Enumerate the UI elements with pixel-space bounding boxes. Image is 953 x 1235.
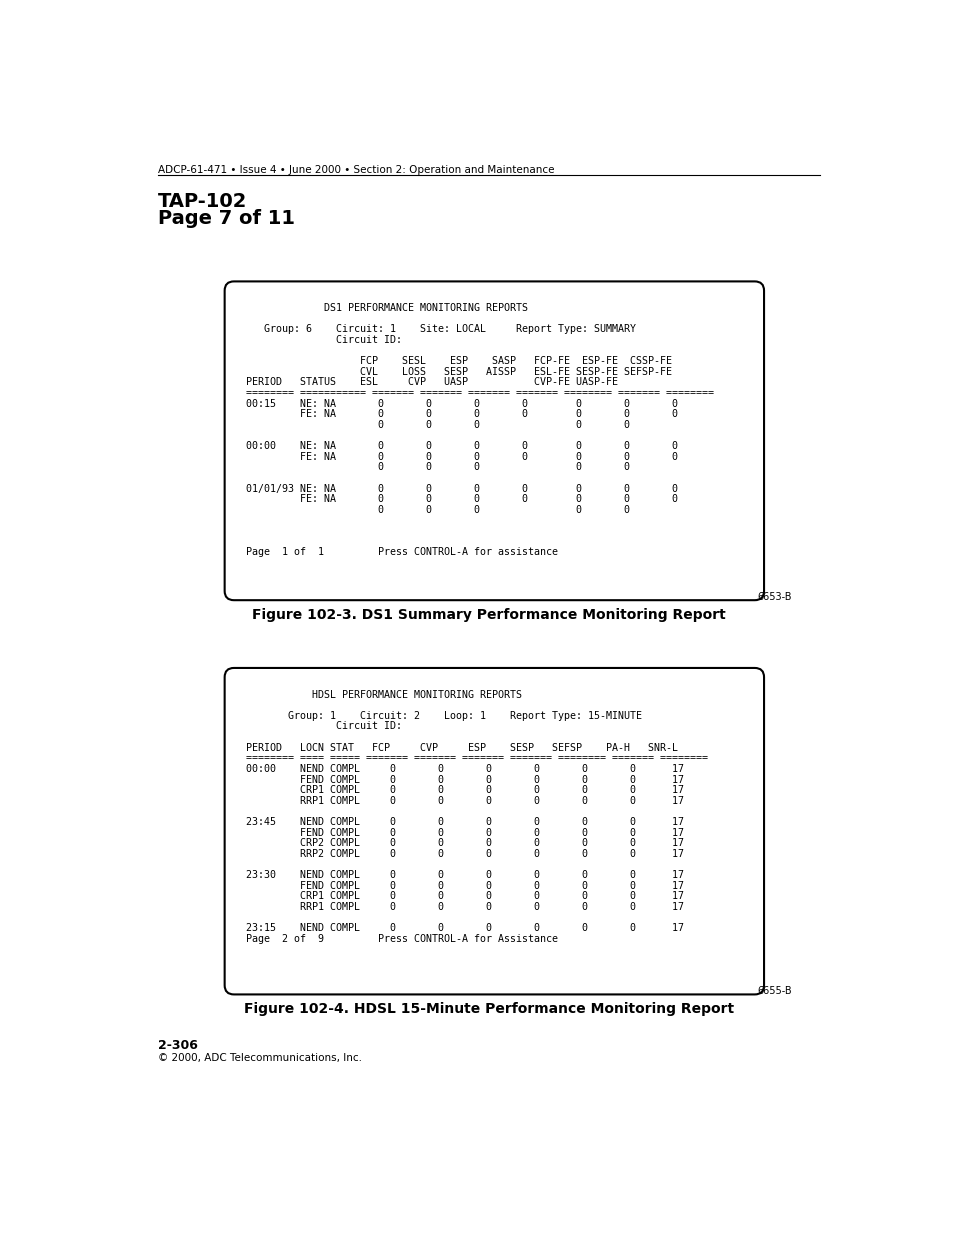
Text: CRP1 COMPL     0       0       0       0       0       0      17: CRP1 COMPL 0 0 0 0 0 0 17 [246,785,683,795]
Text: Group: 1    Circuit: 2    Loop: 1    Report Type: 15-MINUTE: Group: 1 Circuit: 2 Loop: 1 Report Type:… [246,711,641,721]
Text: FE: NA       0       0       0       0        0       0       0: FE: NA 0 0 0 0 0 0 0 [246,452,678,462]
Text: PERIOD   LOCN STAT   FCP     CVP     ESP    SESP   SEFSP    PA-H   SNR-L: PERIOD LOCN STAT FCP CVP ESP SESP SEFSP … [246,742,678,752]
Text: CRP2 COMPL     0       0       0       0       0       0      17: CRP2 COMPL 0 0 0 0 0 0 17 [246,839,683,848]
Text: 01/01/93 NE: NA       0       0       0       0        0       0       0: 01/01/93 NE: NA 0 0 0 0 0 0 0 [246,484,678,494]
Text: FEND COMPL     0       0       0       0       0       0      17: FEND COMPL 0 0 0 0 0 0 17 [246,774,683,784]
FancyBboxPatch shape [224,282,763,600]
Text: ADCP-61-471 • Issue 4 • June 2000 • Section 2: Operation and Maintenance: ADCP-61-471 • Issue 4 • June 2000 • Sect… [158,165,554,175]
Text: FEND COMPL     0       0       0       0       0       0      17: FEND COMPL 0 0 0 0 0 0 17 [246,827,683,837]
Text: 23:45    NEND COMPL     0       0       0       0       0       0      17: 23:45 NEND COMPL 0 0 0 0 0 0 17 [246,818,683,827]
Text: ======== ==== ===== ======= ======= ======= ======= ======== ======= ========: ======== ==== ===== ======= ======= ====… [246,753,708,763]
Text: CVL    LOSS   SESP   AISSP   ESL-FE SESP-FE SEFSP-FE: CVL LOSS SESP AISSP ESL-FE SESP-FE SEFSP… [246,367,672,377]
FancyBboxPatch shape [224,668,763,994]
Text: ======== =========== ======= ======= ======= ======= ======== ======= ========: ======== =========== ======= ======= ===… [246,388,714,398]
Text: Group: 6    Circuit: 1    Site: LOCAL     Report Type: SUMMARY: Group: 6 Circuit: 1 Site: LOCAL Report T… [246,325,636,335]
Text: RRP1 COMPL     0       0       0       0       0       0      17: RRP1 COMPL 0 0 0 0 0 0 17 [246,902,683,911]
Text: Circuit ID:: Circuit ID: [246,335,402,345]
Text: FE: NA       0       0       0       0        0       0       0: FE: NA 0 0 0 0 0 0 0 [246,494,678,504]
Text: 0       0       0                0       0: 0 0 0 0 0 [246,505,630,515]
Text: Circuit ID:: Circuit ID: [246,721,402,731]
Text: 0       0       0                0       0: 0 0 0 0 0 [246,462,630,472]
Text: 00:15    NE: NA       0       0       0       0        0       0       0: 00:15 NE: NA 0 0 0 0 0 0 0 [246,399,678,409]
Text: RRP2 COMPL     0       0       0       0       0       0      17: RRP2 COMPL 0 0 0 0 0 0 17 [246,848,683,858]
Text: 00:00    NEND COMPL     0       0       0       0       0       0      17: 00:00 NEND COMPL 0 0 0 0 0 0 17 [246,764,683,774]
Text: 23:30    NEND COMPL     0       0       0       0       0       0      17: 23:30 NEND COMPL 0 0 0 0 0 0 17 [246,871,683,881]
Text: FEND COMPL     0       0       0       0       0       0      17: FEND COMPL 0 0 0 0 0 0 17 [246,881,683,890]
Text: RRP1 COMPL     0       0       0       0       0       0      17: RRP1 COMPL 0 0 0 0 0 0 17 [246,795,683,805]
Text: CRP1 COMPL     0       0       0       0       0       0      17: CRP1 COMPL 0 0 0 0 0 0 17 [246,892,683,902]
Text: Page  1 of  1         Press CONTROL-A for assistance: Page 1 of 1 Press CONTROL-A for assistan… [246,547,558,557]
Text: 0       0       0                0       0: 0 0 0 0 0 [246,420,630,430]
Text: 2-306: 2-306 [158,1039,197,1052]
Text: TAP-102: TAP-102 [158,193,247,211]
Text: HDSL PERFORMANCE MONITORING REPORTS: HDSL PERFORMANCE MONITORING REPORTS [246,689,522,699]
Text: FCP    SESL    ESP    SASP   FCP-FE  ESP-FE  CSSP-FE: FCP SESL ESP SASP FCP-FE ESP-FE CSSP-FE [246,356,672,366]
Text: Figure 102-4. HDSL 15-Minute Performance Monitoring Report: Figure 102-4. HDSL 15-Minute Performance… [244,1002,733,1016]
Text: 23:15    NEND COMPL     0       0       0       0       0       0      17: 23:15 NEND COMPL 0 0 0 0 0 0 17 [246,924,683,934]
Text: Page 7 of 11: Page 7 of 11 [158,209,294,228]
Text: 6653-B: 6653-B [757,592,792,601]
Text: 00:00    NE: NA       0       0       0       0        0       0       0: 00:00 NE: NA 0 0 0 0 0 0 0 [246,441,678,451]
Text: PERIOD   STATUS    ESL     CVP   UASP           CVP-FE UASP-FE: PERIOD STATUS ESL CVP UASP CVP-FE UASP-F… [246,378,618,388]
Text: DS1 PERFORMANCE MONITORING REPORTS: DS1 PERFORMANCE MONITORING REPORTS [246,303,528,312]
Text: FE: NA       0       0       0       0        0       0       0: FE: NA 0 0 0 0 0 0 0 [246,409,678,419]
Text: Page  2 of  9         Press CONTROL-A for Assistance: Page 2 of 9 Press CONTROL-A for Assistan… [246,934,558,944]
Text: Figure 102-3. DS1 Summary Performance Monitoring Report: Figure 102-3. DS1 Summary Performance Mo… [252,608,725,622]
Text: © 2000, ADC Telecommunications, Inc.: © 2000, ADC Telecommunications, Inc. [158,1053,361,1063]
Text: 6655-B: 6655-B [757,986,792,995]
